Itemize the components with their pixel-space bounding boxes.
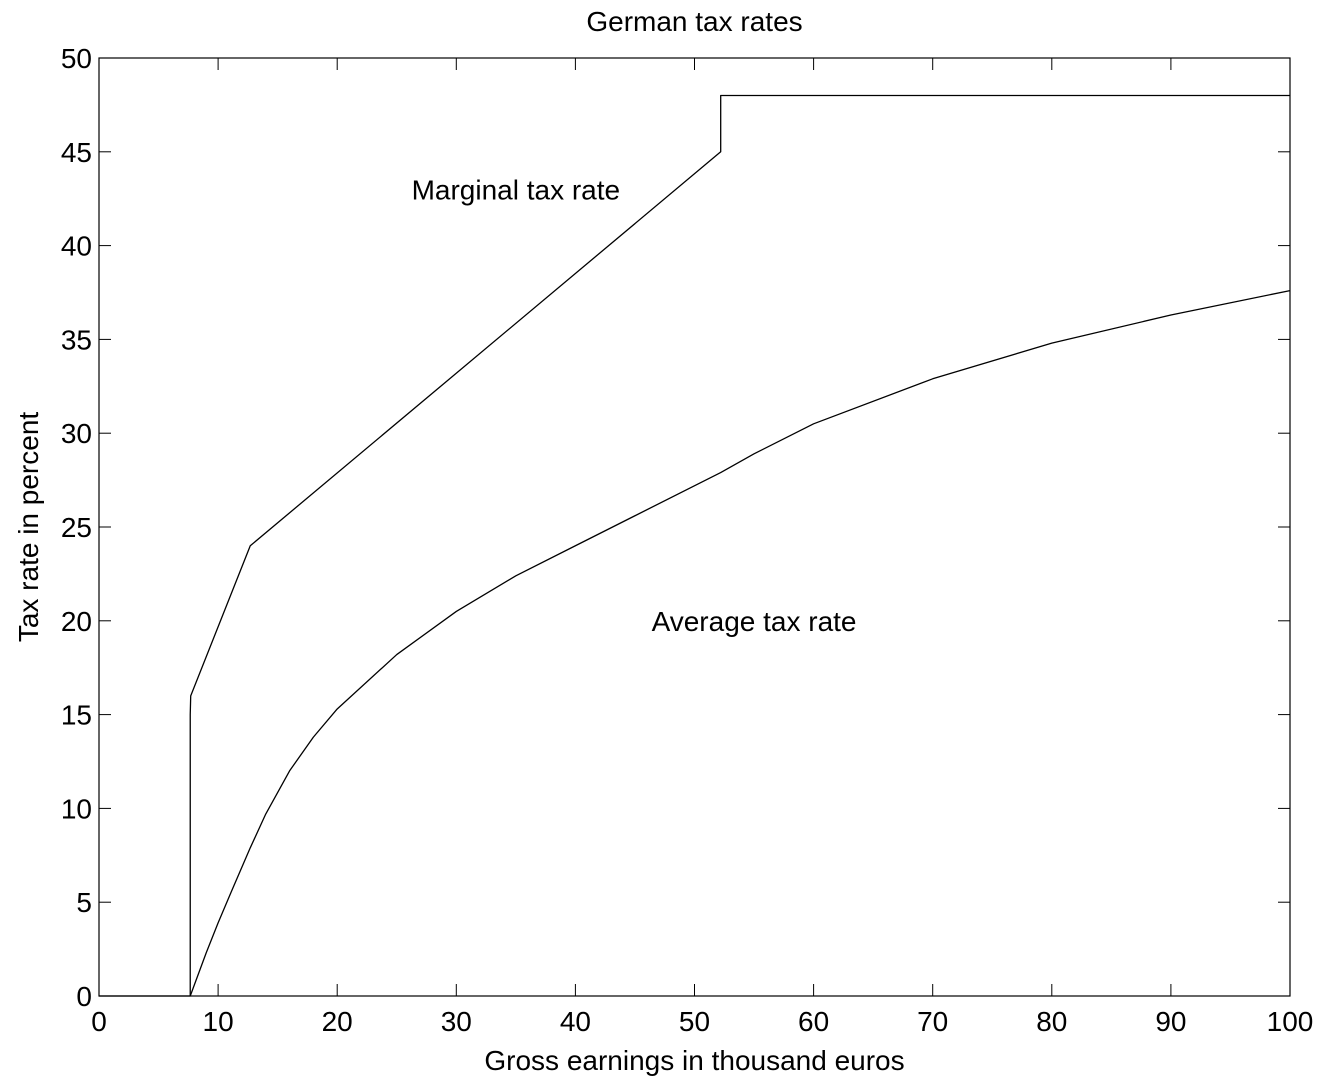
x-tick-label: 10 — [203, 1006, 234, 1037]
y-tick-label: 20 — [61, 606, 92, 637]
x-tick-label: 70 — [917, 1006, 948, 1037]
y-tick-label: 45 — [61, 137, 92, 168]
axis-ticks: 0 10 20 30 40 50 60 70 80 90 100 0 5 10 15 20 25 30 35 40 45… — [61, 43, 1314, 1037]
y-tick-label: 5 — [76, 887, 92, 918]
x-axis-label: Gross earnings in thousand euros — [484, 1045, 904, 1076]
marginal-tax-rate-line — [99, 94, 1290, 997]
chart-title: German tax rates — [586, 6, 802, 37]
y-tick-label: 0 — [76, 981, 92, 1012]
x-tick-label: 100 — [1267, 1006, 1314, 1037]
x-tick-label: 80 — [1036, 1006, 1067, 1037]
y-tick-label: 50 — [61, 43, 92, 74]
y-tick-label: 10 — [61, 793, 92, 824]
y-tick-label: 30 — [61, 418, 92, 449]
plot-frame — [98, 57, 1291, 997]
x-tick-label: 30 — [441, 1006, 472, 1037]
y-tick-label: 25 — [61, 512, 92, 543]
x-tick-label: 0 — [91, 1006, 107, 1037]
average-tax-rate-line — [189, 289, 1291, 997]
x-tick-label: 90 — [1155, 1006, 1186, 1037]
x-tick-label: 50 — [679, 1006, 710, 1037]
x-tick-label: 60 — [798, 1006, 829, 1037]
y-tick-label: 15 — [61, 700, 92, 731]
x-tick-label: 40 — [560, 1006, 591, 1037]
x-tick-label: 20 — [322, 1006, 353, 1037]
annotation-layer: Marginal tax rate Average tax rate — [412, 174, 857, 636]
y-tick-label: 40 — [61, 231, 92, 262]
y-tick-label: 35 — [61, 324, 92, 355]
series-annotation: Average tax rate — [652, 606, 857, 637]
series-layer — [99, 94, 1291, 997]
series-annotation: Marginal tax rate — [412, 174, 621, 205]
y-axis-label: Tax rate in percent — [13, 412, 44, 643]
